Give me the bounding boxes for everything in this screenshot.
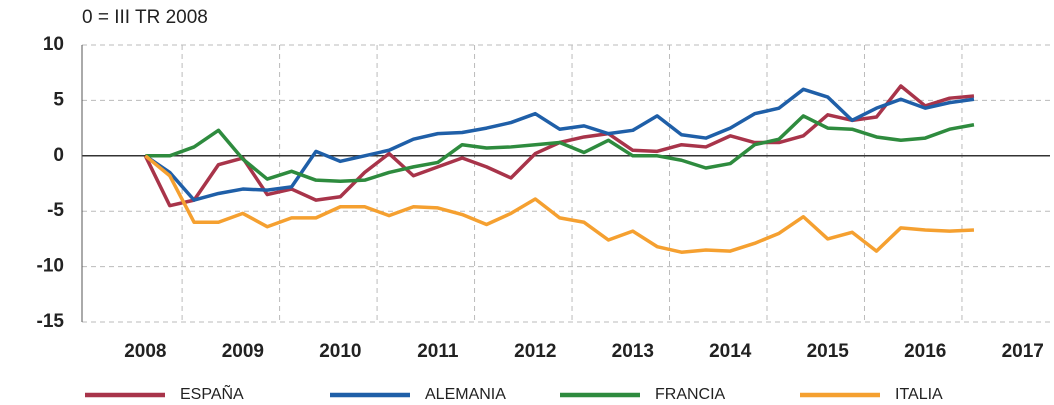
series-line (143, 84, 975, 208)
legend-label: FRANCIA (655, 386, 726, 403)
series-line (145, 114, 975, 184)
x-tick-label: 2015 (807, 341, 850, 362)
x-tick-label: 2011 (417, 341, 459, 362)
x-tick-label: 2010 (319, 341, 361, 362)
legend-label: ESPAÑA (180, 383, 244, 403)
x-tick-label: 2017 (1002, 341, 1044, 362)
x-tick-label: 2012 (514, 341, 556, 362)
x-tick-label: 2013 (612, 341, 654, 362)
x-tick-label: 2009 (222, 341, 264, 362)
y-tick-label: 5 (53, 89, 64, 110)
chart-subtitle: 0 = III TR 2008 (82, 7, 208, 28)
x-tick-label: 2014 (709, 341, 752, 362)
y-tick-label: 10 (43, 34, 64, 55)
y-tick-label: 0 (53, 145, 64, 166)
legend-label: ITALIA (895, 386, 943, 403)
y-tick-label: -15 (37, 311, 65, 332)
series-line (144, 154, 975, 254)
y-tick-label: -10 (37, 256, 64, 277)
series-line (144, 87, 975, 202)
legend-label: ALEMANIA (425, 386, 506, 403)
x-tick-label: 2008 (124, 341, 166, 362)
y-tick-label: -5 (47, 200, 64, 221)
x-tick-label: 2016 (904, 341, 946, 362)
